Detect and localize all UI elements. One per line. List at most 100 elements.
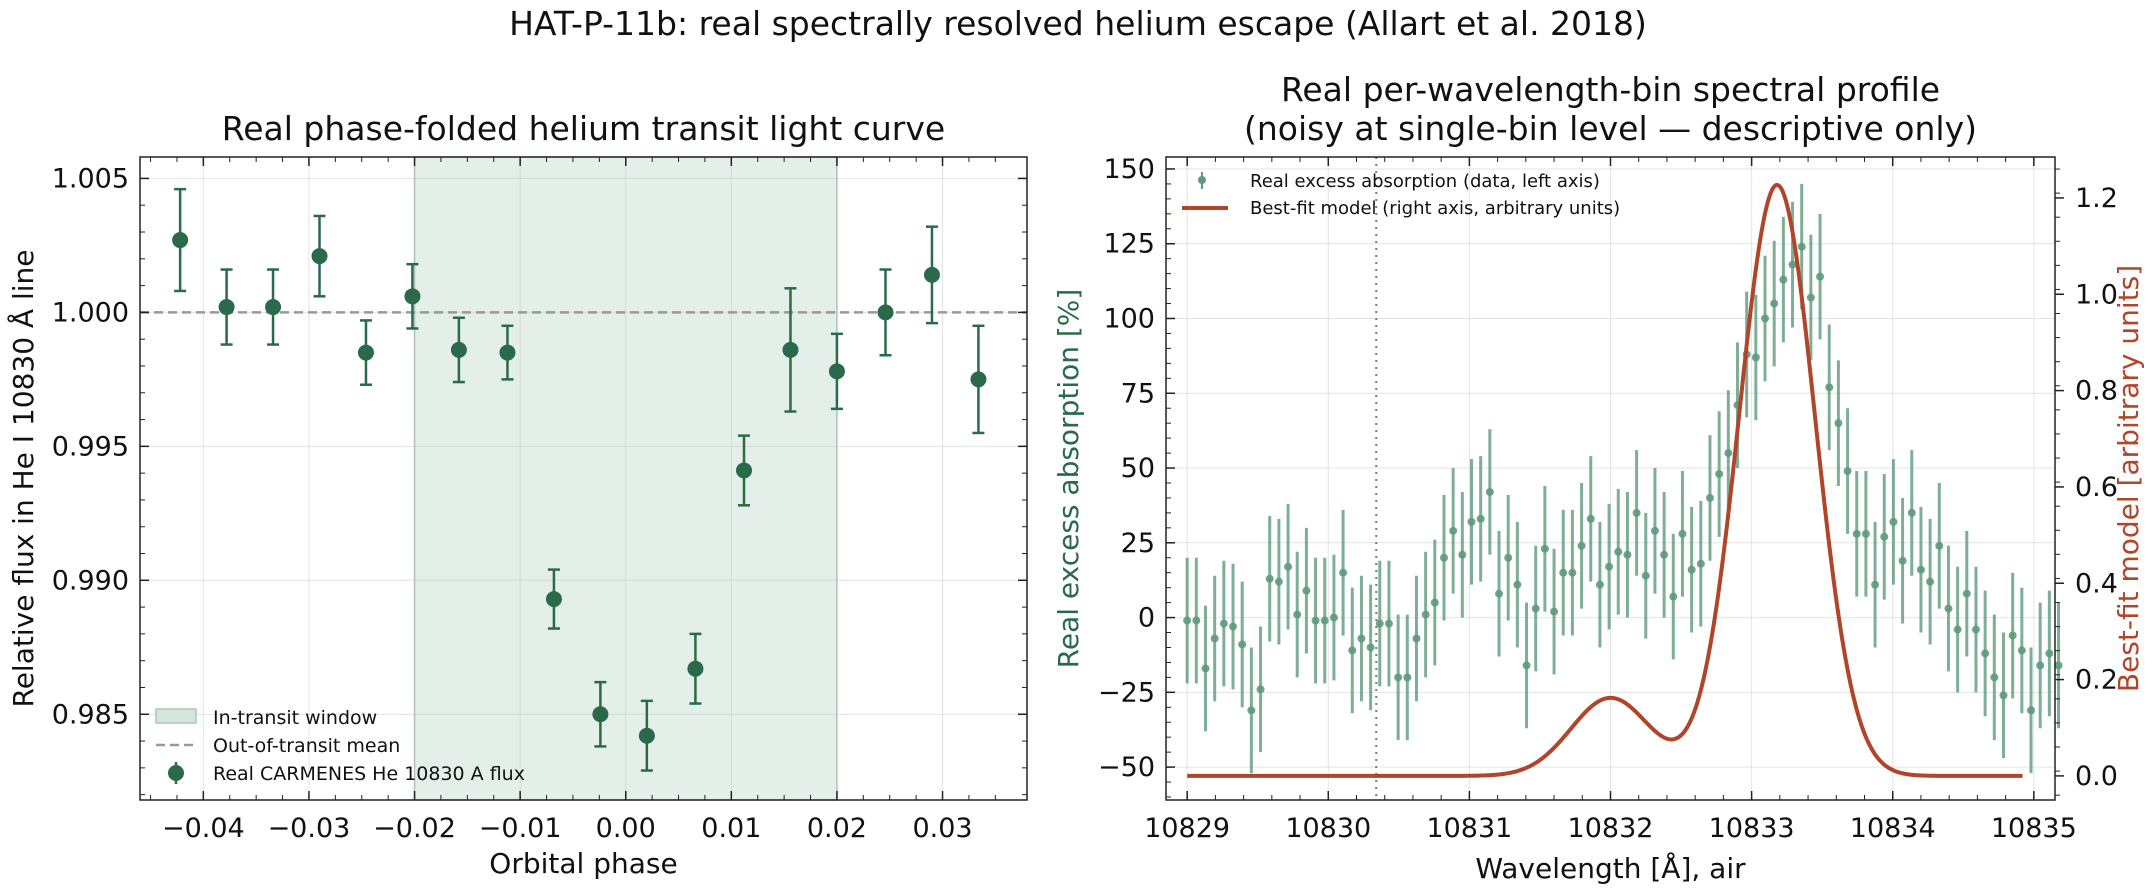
y-tick-label: 50 <box>1121 453 1155 484</box>
data-point <box>1293 610 1302 619</box>
data-point <box>828 363 845 380</box>
x-axis-label: Orbital phase <box>489 847 677 880</box>
data-point <box>1394 673 1403 682</box>
x-tick-label: 10829 <box>1144 813 1230 844</box>
data-point <box>1476 514 1485 523</box>
right-y-tick-label: 0.8 <box>2075 376 2118 407</box>
data-point <box>2027 706 2036 715</box>
x-tick-label: 10834 <box>1850 813 1936 844</box>
data-point <box>1302 586 1311 595</box>
x-tick-label: 0.00 <box>596 813 656 844</box>
figure-suptitle: HAT-P-11b: real spectrally resolved heli… <box>509 4 1647 43</box>
right-y-tick-label: 1.0 <box>2075 279 2118 310</box>
legend-label-window: In-transit window <box>213 707 377 729</box>
data-point <box>1751 353 1760 362</box>
right-y-tick-label: 0.4 <box>2075 568 2118 599</box>
data-point <box>1375 619 1384 628</box>
legend-label-model: Best-fit model (right axis, arbitrary un… <box>1250 198 1620 219</box>
data-point <box>1678 529 1687 538</box>
data-point <box>1605 562 1614 571</box>
best-fit-model-line <box>1187 182 2023 778</box>
data-point <box>1632 508 1641 517</box>
data-point <box>1439 553 1448 562</box>
legend-swatch-point <box>168 765 184 781</box>
data-point <box>970 371 987 388</box>
data-point <box>2045 649 2054 658</box>
spectral-profile-chart: 10829 10830 10831 10832 10833 10834 10835 −50 −2… <box>1052 70 2145 885</box>
data-point <box>638 727 655 744</box>
y-tick-label: 100 <box>1103 303 1155 334</box>
data-point <box>1981 649 1990 658</box>
legend-swatch-window <box>155 708 197 724</box>
data-point <box>1183 616 1192 625</box>
light-curve-chart: −0.04 −0.03 −0.02 −0.01 0.00 0.01 0.02 0.03 0.98… <box>6 109 1028 880</box>
x-tick-label: 10833 <box>1709 813 1795 844</box>
y-tick-label: 0.995 <box>52 431 129 462</box>
right-y-tick-label: 0.0 <box>2075 761 2118 792</box>
data-point <box>1660 550 1669 559</box>
right-y-tick-label: 0.6 <box>2075 472 2118 503</box>
data-point <box>1889 517 1898 526</box>
data-point <box>1284 562 1293 571</box>
data-point <box>1265 574 1274 583</box>
y-tick-label: 0 <box>1138 603 1155 634</box>
data-point <box>311 248 328 265</box>
data-point <box>1449 526 1458 535</box>
data-point <box>1311 616 1320 625</box>
data-point <box>1274 577 1283 586</box>
data-point <box>1256 685 1265 694</box>
data-point <box>1696 559 1705 568</box>
data-point <box>545 591 562 608</box>
data-point <box>1430 598 1439 607</box>
y-tick-label: 0.990 <box>52 565 129 596</box>
data-point <box>1935 541 1944 550</box>
y-tick-label: 125 <box>1103 229 1155 260</box>
data-point <box>1944 604 1953 613</box>
x-tick-label: 0.01 <box>701 813 761 844</box>
data-point <box>1495 589 1504 598</box>
plot-frame <box>139 156 1028 801</box>
data-point <box>1219 619 1228 628</box>
data-point <box>1421 610 1430 619</box>
data-point <box>1816 272 1825 281</box>
data-point <box>1513 580 1522 589</box>
data-point <box>923 266 940 283</box>
data-point <box>877 304 894 321</box>
data-point <box>218 299 235 316</box>
y-tick-label: −50 <box>1098 752 1155 783</box>
data-point <box>1412 634 1421 643</box>
in-transit-window <box>413 156 838 801</box>
data-point <box>736 462 753 479</box>
data-point <box>1550 607 1559 616</box>
data-point <box>1485 487 1494 496</box>
right-y-tick-label: 0.2 <box>2075 665 2118 696</box>
data-point <box>1329 613 1338 622</box>
data-point <box>1540 544 1549 553</box>
x-tick-label: −0.04 <box>162 813 245 844</box>
data-point <box>1797 242 1806 251</box>
data-point <box>450 341 467 358</box>
data-point <box>1531 604 1540 613</box>
data-point <box>357 344 374 361</box>
y-tick-label: −25 <box>1098 677 1155 708</box>
data-point <box>1559 568 1568 577</box>
data-point <box>499 344 516 361</box>
data-point <box>1229 622 1238 631</box>
data-point <box>1953 625 1962 634</box>
data-point <box>1348 646 1357 655</box>
data-point <box>1467 517 1476 526</box>
data-point <box>1403 673 1412 682</box>
data-point <box>782 341 799 358</box>
y-axis-label: Relative flux in He I 10830 Å line <box>6 250 40 708</box>
data-point <box>687 660 704 677</box>
data-point <box>1201 664 1210 673</box>
data-point <box>1650 526 1659 535</box>
x-tick-label: −0.02 <box>373 813 456 844</box>
data-point <box>1871 580 1880 589</box>
data-point <box>1568 568 1577 577</box>
data-point <box>1907 508 1916 517</box>
x-tick-label: 10832 <box>1568 813 1654 844</box>
legend-label-data: Real excess absorption (data, left axis) <box>1250 171 1600 192</box>
legend-label-mean: Out-of-transit mean <box>213 735 400 757</box>
